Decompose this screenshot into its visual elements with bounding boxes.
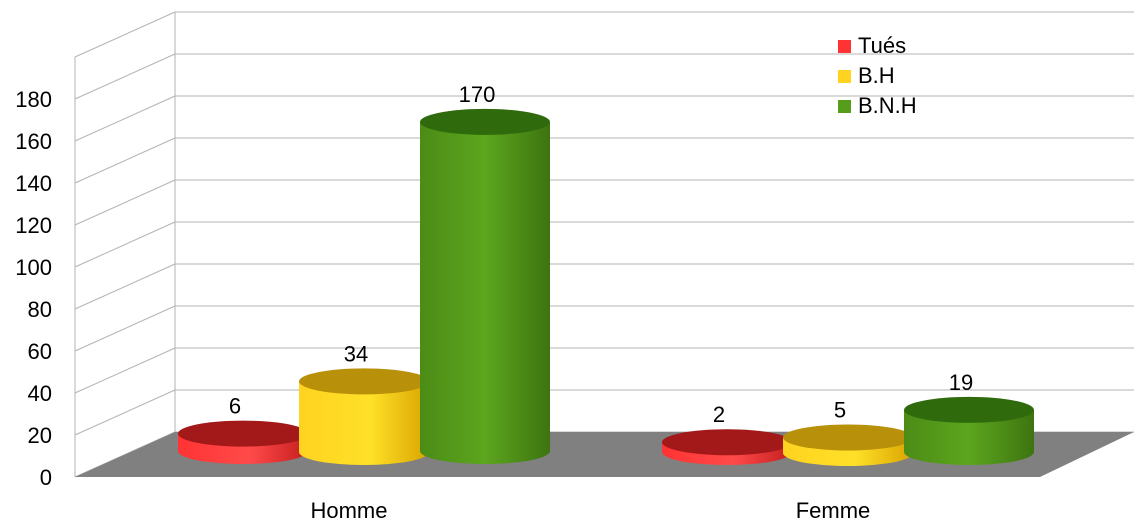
bar — [299, 368, 429, 465]
side-gridline — [74, 305, 176, 352]
legend-label: B.N.H — [858, 93, 917, 118]
y-tick-label: 140 — [15, 171, 52, 196]
bar-top — [299, 368, 429, 395]
legend-item: B.H — [838, 63, 895, 88]
data-labels-group: 6 34 170 2 5 19 — [229, 82, 973, 427]
data-label: 6 — [229, 394, 241, 419]
side-gridline — [74, 221, 176, 268]
y-tick-label: 180 — [15, 87, 52, 112]
side-gridline — [74, 137, 176, 184]
x-category-label: Homme — [310, 498, 387, 522]
y-tick-label: 160 — [15, 129, 52, 154]
bar-top — [904, 396, 1034, 423]
bar-top — [420, 108, 550, 135]
bar — [783, 424, 913, 466]
bar-top — [662, 429, 792, 456]
y-tick-label: 40 — [28, 381, 52, 406]
data-label: 19 — [949, 370, 973, 395]
y-tick-label: 60 — [28, 339, 52, 364]
y-tick-label: 0 — [40, 465, 52, 490]
y-tick-label: 20 — [28, 423, 52, 448]
side-gridline — [74, 95, 176, 142]
side-gridline — [74, 179, 176, 226]
bar-top — [783, 424, 913, 451]
legend: Tués B.H B.N.H — [838, 33, 917, 118]
bar — [662, 429, 792, 465]
side-gridline — [74, 11, 176, 58]
y-axis: 0 20 40 60 80 100 120 140 160 180 — [15, 87, 52, 490]
legend-swatch — [838, 70, 851, 83]
side-gridline — [74, 53, 176, 100]
chart-walls — [74, 11, 1134, 478]
bar — [178, 420, 308, 464]
legend-item: B.N.H — [838, 93, 917, 118]
data-label: 2 — [713, 402, 725, 427]
y-tick-label: 100 — [15, 255, 52, 280]
x-category-label: Femme — [796, 498, 871, 522]
data-label: 34 — [344, 341, 368, 366]
bar-body — [904, 409, 1034, 465]
legend-swatch — [838, 40, 851, 53]
bar-top — [178, 420, 308, 447]
legend-label: Tués — [858, 33, 906, 58]
side-gridline — [74, 263, 176, 310]
legend-item: Tués — [838, 33, 906, 58]
bar-body — [299, 381, 429, 465]
bar-body — [420, 121, 550, 464]
bars-group — [178, 108, 1034, 466]
y-tick-label: 120 — [15, 213, 52, 238]
data-label: 170 — [459, 82, 496, 107]
data-label: 5 — [834, 397, 846, 422]
y-tick-label: 80 — [28, 297, 52, 322]
bar — [904, 396, 1034, 465]
side-gridline — [74, 389, 176, 436]
legend-swatch — [838, 100, 851, 113]
legend-label: B.H — [858, 63, 895, 88]
x-axis: Homme Femme — [310, 498, 870, 522]
side-gridline — [74, 347, 176, 394]
bar — [420, 108, 550, 464]
